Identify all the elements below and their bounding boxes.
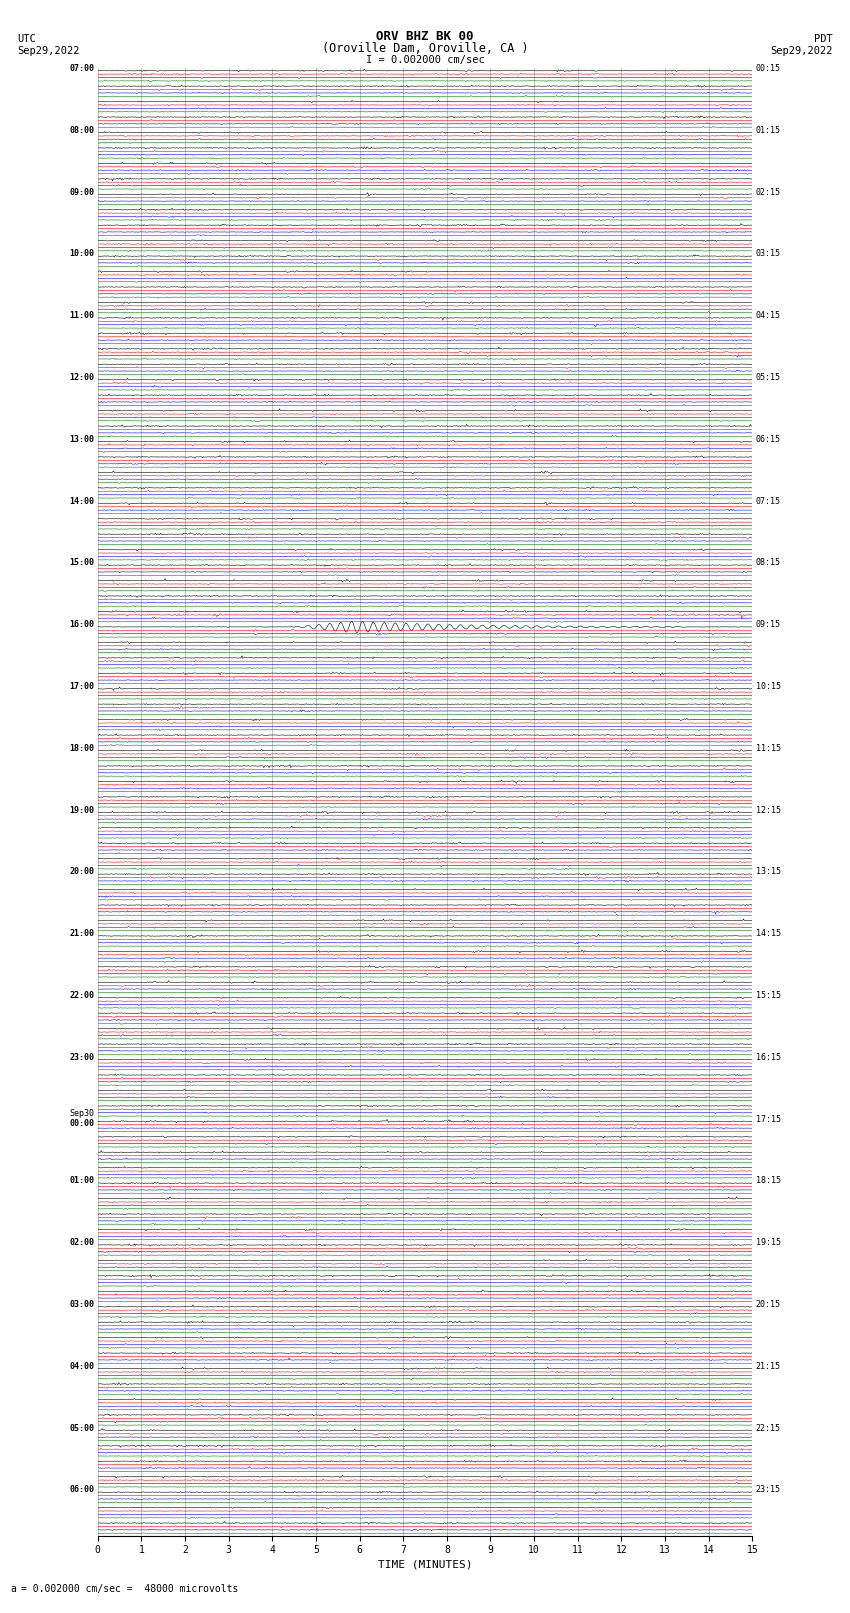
Text: 08:15: 08:15 <box>756 558 780 568</box>
Text: 20:15: 20:15 <box>756 1300 780 1310</box>
Text: 03:00: 03:00 <box>70 1300 94 1310</box>
Text: 09:00: 09:00 <box>70 187 94 197</box>
Text: 22:00: 22:00 <box>70 990 94 1000</box>
Text: PDT: PDT <box>814 34 833 44</box>
Text: 20:00: 20:00 <box>70 868 94 876</box>
Text: 06:15: 06:15 <box>756 436 780 444</box>
Text: 04:15: 04:15 <box>756 311 780 321</box>
Text: 02:00: 02:00 <box>70 1239 94 1247</box>
Text: 02:15: 02:15 <box>756 187 780 197</box>
Text: UTC: UTC <box>17 34 36 44</box>
Text: 19:15: 19:15 <box>756 1239 780 1247</box>
Text: 23:15: 23:15 <box>756 1486 780 1495</box>
Text: I = 0.002000 cm/sec: I = 0.002000 cm/sec <box>366 55 484 65</box>
Text: Sep29,2022: Sep29,2022 <box>17 47 80 56</box>
Text: 05:00: 05:00 <box>70 1424 94 1432</box>
Text: 01:00: 01:00 <box>70 1176 94 1186</box>
Text: 03:15: 03:15 <box>756 250 780 258</box>
Text: 00:15: 00:15 <box>756 65 780 73</box>
Text: 15:00: 15:00 <box>70 558 94 568</box>
Text: = 0.002000 cm/sec =  48000 microvolts: = 0.002000 cm/sec = 48000 microvolts <box>21 1584 239 1594</box>
Text: a: a <box>10 1584 16 1594</box>
Text: (Oroville Dam, Oroville, CA ): (Oroville Dam, Oroville, CA ) <box>321 42 529 55</box>
Text: 16:15: 16:15 <box>756 1053 780 1061</box>
Text: 13:15: 13:15 <box>756 868 780 876</box>
Text: 21:00: 21:00 <box>70 929 94 939</box>
Text: 11:15: 11:15 <box>756 744 780 753</box>
X-axis label: TIME (MINUTES): TIME (MINUTES) <box>377 1560 473 1569</box>
Text: 04:00: 04:00 <box>70 1361 94 1371</box>
Text: 17:00: 17:00 <box>70 682 94 690</box>
Text: 17:15: 17:15 <box>756 1115 780 1124</box>
Text: 23:00: 23:00 <box>70 1053 94 1061</box>
Text: 13:00: 13:00 <box>70 436 94 444</box>
Text: Sep30: Sep30 <box>70 1108 94 1118</box>
Text: 10:00: 10:00 <box>70 250 94 258</box>
Text: 07:00: 07:00 <box>70 65 94 73</box>
Text: 00:00: 00:00 <box>70 1119 94 1127</box>
Text: 01:15: 01:15 <box>756 126 780 135</box>
Text: 10:15: 10:15 <box>756 682 780 690</box>
Text: 09:15: 09:15 <box>756 621 780 629</box>
Text: 08:00: 08:00 <box>70 126 94 135</box>
Text: ORV BHZ BK 00: ORV BHZ BK 00 <box>377 29 473 44</box>
Text: 14:00: 14:00 <box>70 497 94 505</box>
Text: 15:15: 15:15 <box>756 990 780 1000</box>
Text: 18:15: 18:15 <box>756 1176 780 1186</box>
Text: 12:00: 12:00 <box>70 373 94 382</box>
Text: 19:00: 19:00 <box>70 805 94 815</box>
Text: 21:15: 21:15 <box>756 1361 780 1371</box>
Text: 06:00: 06:00 <box>70 1486 94 1495</box>
Text: 16:00: 16:00 <box>70 621 94 629</box>
Text: Sep29,2022: Sep29,2022 <box>770 47 833 56</box>
Text: 12:15: 12:15 <box>756 805 780 815</box>
Text: 11:00: 11:00 <box>70 311 94 321</box>
Text: 07:15: 07:15 <box>756 497 780 505</box>
Text: 22:15: 22:15 <box>756 1424 780 1432</box>
Text: 14:15: 14:15 <box>756 929 780 939</box>
Text: 18:00: 18:00 <box>70 744 94 753</box>
Text: 05:15: 05:15 <box>756 373 780 382</box>
